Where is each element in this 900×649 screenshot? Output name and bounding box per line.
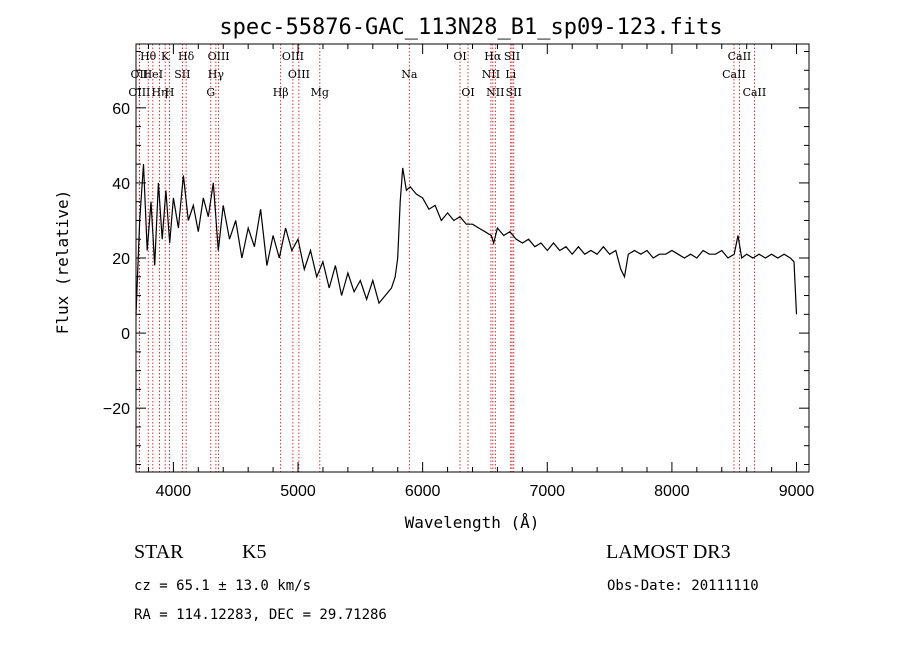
object-subclass: K5 [242,541,266,563]
y-tick-label-1: 0 [121,326,130,343]
line-label-20: NII [482,68,500,81]
y-tick-label-4: 60 [112,101,130,118]
spectrum-series-line [135,164,798,315]
y-axis-label: Flux (relative) [53,190,72,335]
line-label-24: SII [506,86,522,99]
line-label-9: OIII [208,50,230,63]
ra-dec-coordinates: RA = 114.12283, DEC = 29.71286 [134,607,387,623]
x-tick-label-4: 8000 [654,483,690,500]
plot-frame [135,43,810,473]
line-label-16: Na [401,68,418,81]
line-label-19: Hα [484,50,502,63]
line-label-0: OII [131,68,149,81]
line-label-18: OI [461,86,474,99]
y-tick-label-0: −20 [103,401,130,418]
line-label-25: CaII [728,50,752,63]
x-axis-ticks: 4000 5000 6000 7000 8000 9000 [147,44,815,500]
x-tick-label-3: 7000 [529,483,565,500]
x-tick-label-0: 4000 [156,483,192,500]
line-label-12: Hβ [273,86,289,99]
line-label-26: CaII [722,68,746,81]
object-class: STAR [134,541,184,563]
line-label-6: SII [174,68,190,81]
line-label-3: HeI [143,68,163,81]
line-label-23: Li [505,68,516,81]
spectral-line-markers [138,44,755,472]
line-label-22: SII [504,50,520,63]
line-label-10: Hγ [208,68,225,81]
line-label-8: Hδ [178,50,195,63]
line-label-17: OI [453,50,466,63]
line-label-27: CaII [743,86,767,99]
y-tick-label-2: 20 [112,251,130,268]
y-axis-ticks: −20 0 20 40 60 [103,51,809,465]
line-label-7: H [165,86,175,99]
line-label-11: G [206,86,215,99]
line-label-5: Hη [151,86,167,99]
chart-title: spec-55876-GAC_113N28_B1_sp09-123.fits [219,15,722,40]
x-tick-label-2: 6000 [405,483,441,500]
x-tick-label-5: 9000 [779,483,815,500]
observation-date: Obs-Date: 20111110 [607,578,759,594]
survey-name: LAMOST DR3 [606,541,731,563]
line-label-4: K [161,50,170,63]
y-tick-label-3: 40 [112,176,130,193]
line-label-15: Mg [311,86,329,99]
redshift-velocity: cz = 65.1 ± 13.0 km/s [134,578,311,594]
x-axis-label: Wavelength (Å) [405,513,540,532]
x-tick-label-1: 5000 [280,483,316,500]
line-label-21: NII [486,86,504,99]
line-label-1: Hθ [140,50,157,63]
line-label-2: OIII [128,86,150,99]
line-label-13: OIII [282,50,304,63]
line-label-14: OIII [288,68,310,81]
